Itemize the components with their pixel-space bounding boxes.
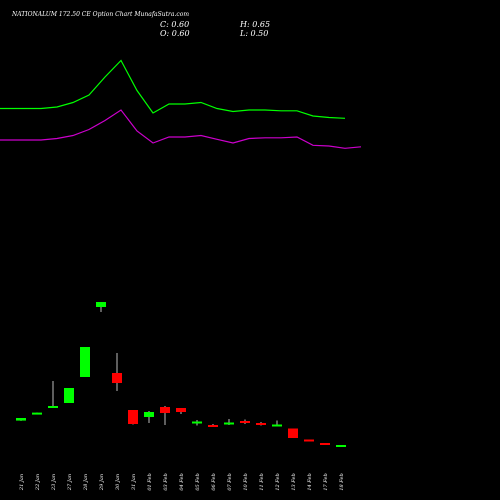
- x-tick-label: 12 Feb: [275, 473, 281, 490]
- x-tick-label: 11 Feb: [259, 473, 265, 490]
- candle-body: [64, 388, 74, 403]
- candle: [96, 302, 106, 312]
- x-tick-label: 04 Feb: [179, 473, 185, 490]
- x-tick-label: 01 Feb: [147, 473, 153, 490]
- candle-body: [224, 422, 234, 425]
- lower-band-line: [0, 109, 362, 149]
- candle: [336, 445, 346, 447]
- candle-body: [256, 423, 266, 425]
- candle: [128, 410, 138, 425]
- candle: [208, 424, 218, 427]
- x-tick-label: 06 Feb: [211, 473, 217, 490]
- x-tick-label: 13 Feb: [291, 473, 297, 490]
- low-readout: L: 0.50: [239, 29, 268, 38]
- candle: [80, 347, 90, 377]
- x-tick-label: 30 Jan: [115, 474, 121, 490]
- candle-body: [160, 407, 170, 413]
- candle-body: [288, 428, 298, 438]
- candle-body: [304, 439, 314, 442]
- candle: [16, 418, 26, 421]
- chart-title: NATIONALUM 172.50 CE Option Chart Munafa…: [11, 11, 189, 18]
- candle: [112, 353, 122, 391]
- candle-body: [48, 406, 58, 408]
- bands-layer: [0, 59, 362, 149]
- x-tick-label: 27 Jan: [67, 474, 73, 491]
- x-tick-label: 29 Jan: [99, 474, 105, 491]
- open-readout: O: 0.60: [160, 29, 190, 38]
- candle: [160, 406, 170, 425]
- candle-body: [176, 408, 186, 412]
- x-tick-label: 23 Jan: [51, 474, 57, 491]
- x-tick-label: 22 Jan: [35, 474, 41, 491]
- x-tick-label: 28 Jan: [83, 474, 89, 491]
- close-readout: C: 0.60: [160, 20, 189, 29]
- candle-body: [208, 425, 218, 427]
- candle: [320, 443, 330, 445]
- candle: [64, 388, 74, 403]
- candle-body: [80, 347, 90, 377]
- candle-body: [272, 424, 282, 427]
- candle-body: [336, 445, 346, 447]
- high-readout: H: 0.65: [239, 20, 270, 29]
- candle: [256, 422, 266, 426]
- x-axis-ticks: 21 Jan 22 Jan 23 Jan 27 Jan 28 Jan 29 Jan 30 J…: [19, 473, 345, 491]
- candles-layer: [16, 302, 346, 447]
- candle: [176, 408, 186, 414]
- x-tick-label: 21 Jan: [19, 474, 25, 491]
- candle: [288, 428, 298, 438]
- candle: [240, 419, 250, 424]
- x-tick-label: 10 Feb: [243, 473, 249, 490]
- x-tick-label: 05 Feb: [195, 473, 201, 490]
- candle-body: [144, 412, 154, 417]
- candle: [304, 439, 314, 442]
- candle: [32, 412, 42, 415]
- x-tick-label: 17 Feb: [323, 473, 329, 490]
- candle: [224, 419, 234, 425]
- candle: [192, 420, 202, 426]
- candle: [48, 381, 58, 408]
- x-tick-label: 18 Feb: [339, 473, 345, 490]
- x-tick-label: 14 Feb: [307, 473, 313, 490]
- candle-body: [240, 421, 250, 423]
- candle-body: [320, 443, 330, 445]
- candle: [272, 420, 282, 427]
- candle-body: [128, 410, 138, 424]
- candle-body: [96, 302, 106, 307]
- x-tick-label: 03 Feb: [163, 473, 169, 490]
- candle-body: [16, 418, 26, 421]
- candle: [144, 411, 154, 423]
- upper-band-line: [0, 59, 346, 119]
- candle-body: [112, 373, 122, 383]
- x-tick-label: 07 Feb: [227, 473, 233, 490]
- candle-body: [192, 421, 202, 424]
- candle-body: [32, 412, 42, 415]
- x-tick-label: 31 Jan: [131, 474, 137, 490]
